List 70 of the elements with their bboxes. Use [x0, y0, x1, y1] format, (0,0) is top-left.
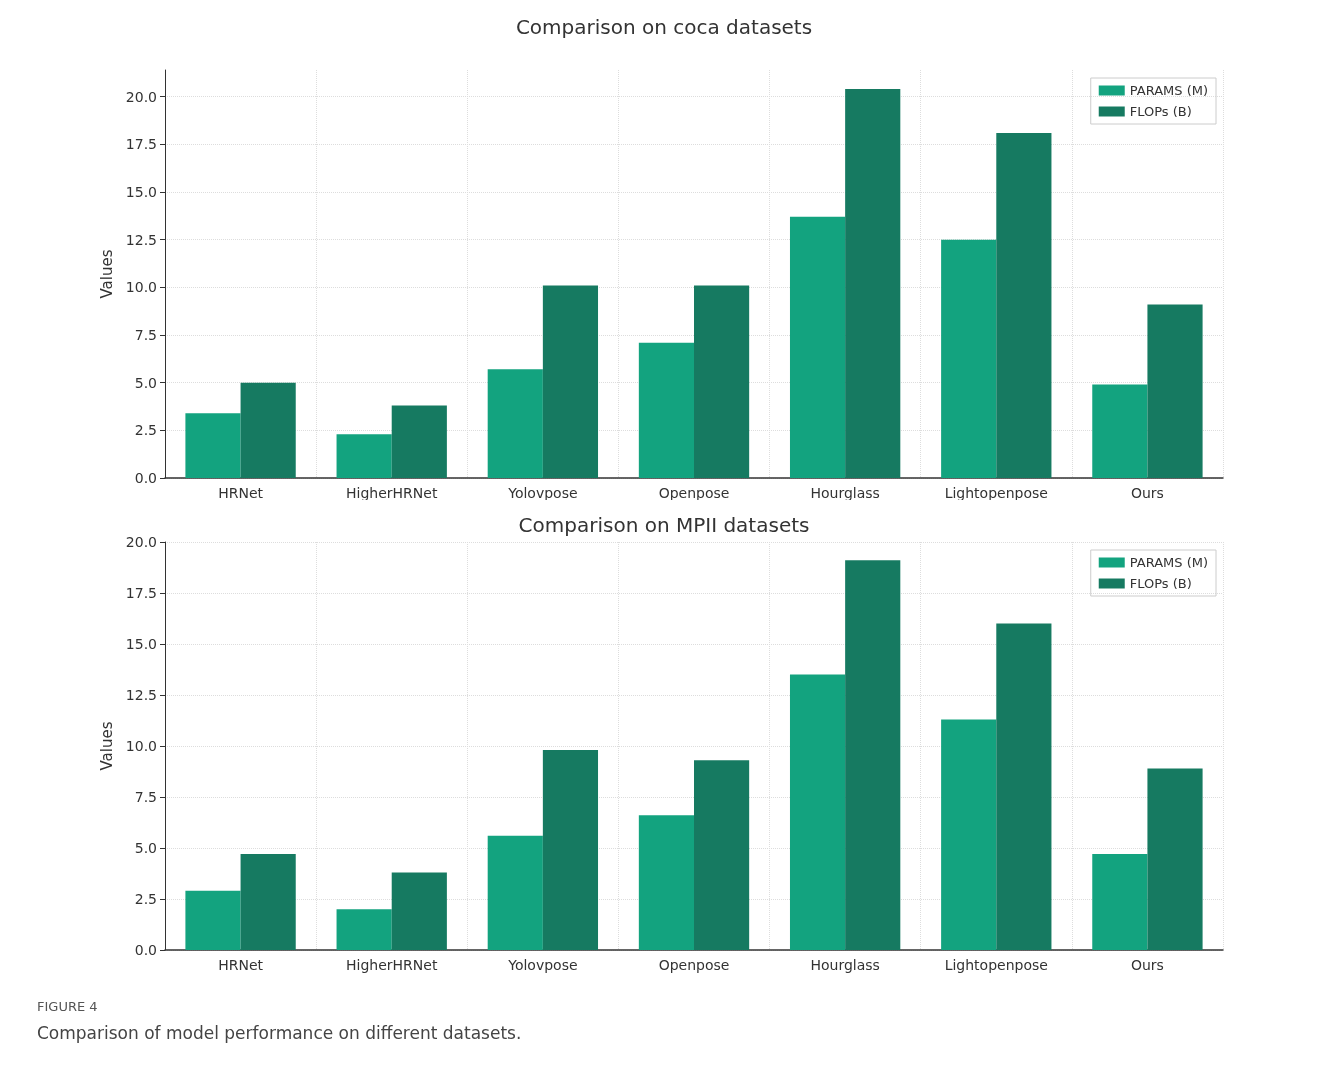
bar [391, 872, 447, 950]
y-tick-label: 20.0 [125, 534, 157, 550]
bar [487, 369, 543, 478]
bar [391, 405, 447, 478]
bar [845, 89, 901, 478]
chart-title: Comparison on MPII datasets [518, 513, 810, 537]
x-tick-label: Lightopenpose [944, 485, 1048, 501]
y-tick-label: 15.0 [125, 184, 157, 201]
bar [487, 835, 543, 950]
chart-title: Comparison on coca datasets [515, 15, 813, 39]
bar [542, 750, 599, 950]
bar [694, 285, 750, 478]
bar [996, 623, 1052, 950]
y-tick-label: 10.0 [125, 279, 157, 296]
y-tick-label: 2.5 [134, 891, 157, 907]
y-tick-label: 17.5 [125, 136, 157, 153]
x-tick-label: Openpose [658, 957, 730, 973]
x-tick-label: HigherHRNet [346, 485, 438, 501]
bar [336, 909, 392, 950]
bar [694, 760, 750, 950]
x-tick-label: Hourglass [810, 485, 880, 501]
y-tick-label: 15.0 [125, 636, 157, 652]
y-axis-title: Values [98, 721, 117, 771]
y-tick-label: 2.5 [134, 422, 157, 439]
bar [941, 239, 997, 478]
bar [638, 815, 694, 950]
bar [1092, 384, 1148, 478]
bar [1147, 768, 1203, 950]
x-tick-label: HRNet [218, 957, 264, 973]
bar [336, 434, 392, 478]
x-tick-label: HRNet [218, 485, 264, 501]
bar [941, 719, 997, 950]
y-tick-label: 17.5 [125, 585, 157, 601]
y-tick-label: 12.5 [125, 231, 157, 248]
x-tick-label: Yolovpose [507, 485, 578, 501]
bar [1092, 854, 1148, 950]
y-tick-label: 5.0 [134, 840, 157, 856]
bar [996, 132, 1052, 478]
x-tick-label: Yolovpose [507, 957, 578, 973]
x-tick-label: Ours [1130, 485, 1164, 501]
bar [240, 854, 296, 950]
x-tick-label: HigherHRNet [346, 957, 438, 973]
bar [185, 890, 241, 950]
bar [789, 674, 846, 950]
y-tick-label: 0.0 [134, 470, 157, 486]
y-axis-title: Values [98, 249, 117, 299]
y-tick-label: 20.0 [125, 88, 157, 105]
y-tick-label: 10.0 [125, 738, 157, 754]
y-tick-label: 5.0 [134, 374, 157, 391]
caption: FIGURE 4 [37, 999, 98, 1014]
legend-label: FLOPs (B) [1129, 576, 1192, 591]
x-tick-label: Openpose [658, 485, 730, 501]
bar [240, 382, 296, 478]
y-tick-label: 7.5 [134, 327, 157, 344]
y-tick-label: 12.5 [125, 687, 157, 703]
bar [1147, 304, 1203, 478]
bar [789, 216, 846, 478]
bar [845, 560, 901, 950]
legend-label: PARAMS (M) [1129, 83, 1209, 98]
bar [638, 342, 694, 478]
x-tick-label: Hourglass [810, 957, 880, 973]
y-tick-label: 0.0 [134, 942, 157, 958]
legend-label: FLOPs (B) [1129, 104, 1192, 119]
x-tick-label: Ours [1130, 957, 1164, 973]
bar [185, 413, 241, 478]
x-tick-label: Lightopenpose [944, 957, 1048, 973]
text: Comparison of model performance on different datasets. [37, 1022, 522, 1043]
bar [542, 285, 599, 478]
legend-label: PARAMS (M) [1129, 555, 1209, 570]
y-tick-label: 7.5 [134, 789, 157, 805]
